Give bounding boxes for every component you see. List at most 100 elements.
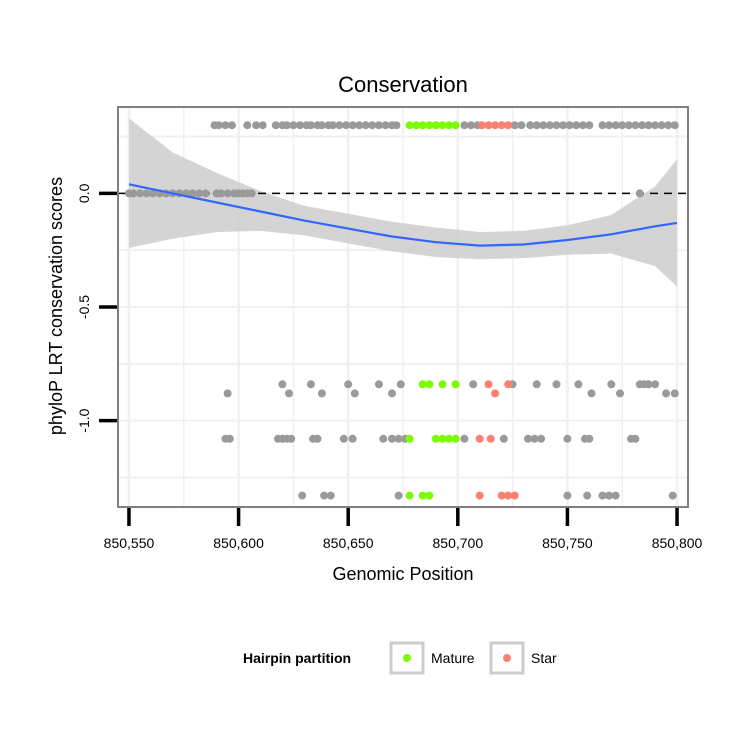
x-axis: 850,550 850,600 850,650 850,700 850,750 850,8… <box>104 508 703 551</box>
point-other <box>510 121 519 130</box>
point-other <box>350 389 359 398</box>
point-other <box>460 434 469 443</box>
point-other <box>252 121 261 130</box>
point-other <box>598 121 607 130</box>
point-other <box>344 380 353 389</box>
x-axis-title: Genomic Position <box>332 564 473 584</box>
point-other <box>217 189 225 198</box>
point-other <box>317 389 326 398</box>
point-other <box>129 189 138 198</box>
points-layer <box>125 121 679 500</box>
point-other <box>657 121 666 130</box>
point-other <box>392 121 401 130</box>
point-mature <box>425 380 434 389</box>
point-other <box>644 380 653 389</box>
point-other <box>201 189 210 198</box>
point-other <box>223 389 232 398</box>
panel-border <box>117 106 689 508</box>
point-other <box>670 389 679 398</box>
point-other <box>638 121 646 130</box>
point-other <box>598 491 607 500</box>
x-tick-label: 850,550 <box>104 535 155 551</box>
point-other <box>388 434 396 443</box>
point-other <box>298 491 307 500</box>
point-star <box>504 380 513 389</box>
point-star <box>497 121 506 130</box>
legend-title: Hairpin partition <box>243 650 351 666</box>
point-other <box>499 434 508 443</box>
point-other <box>223 189 232 198</box>
x-tick-label: 850,700 <box>433 535 484 551</box>
point-mature <box>418 121 427 130</box>
point-other <box>221 121 230 130</box>
point-other <box>631 121 640 130</box>
point-other <box>552 121 561 130</box>
point-other <box>348 434 357 443</box>
point-other <box>532 380 541 389</box>
point-other <box>195 189 204 198</box>
point-other <box>247 189 256 198</box>
point-other <box>662 389 671 398</box>
point-other <box>396 380 405 389</box>
point-star <box>504 121 513 130</box>
point-star <box>491 389 500 398</box>
point-other <box>306 380 315 389</box>
point-mature <box>451 380 460 389</box>
point-other <box>605 491 614 500</box>
point-other <box>188 189 197 198</box>
point-star <box>491 121 500 130</box>
point-other <box>578 121 587 130</box>
point-other <box>271 121 280 130</box>
point-other <box>289 121 298 130</box>
point-other <box>339 434 348 443</box>
point-other <box>537 434 546 443</box>
point-star <box>477 121 486 130</box>
point-other <box>282 121 291 130</box>
point-other <box>585 434 594 443</box>
point-other <box>635 189 644 198</box>
point-other <box>306 121 315 130</box>
point-other <box>616 389 624 398</box>
x-tick-label: 850,750 <box>542 535 593 551</box>
point-star <box>475 491 484 500</box>
point-mature <box>405 491 414 500</box>
point-other <box>585 121 594 130</box>
point-star <box>484 380 493 389</box>
x-tick-label: 850,800 <box>652 535 703 551</box>
point-other <box>559 121 567 130</box>
point-other <box>225 434 234 443</box>
smooth-fit-line <box>128 183 678 247</box>
confidence-ribbon-layer <box>129 118 677 287</box>
point-other <box>607 380 616 389</box>
point-star <box>486 434 495 443</box>
point-other <box>317 121 326 130</box>
point-other <box>532 121 541 130</box>
point-other <box>565 121 574 130</box>
y-axis: 0.0 -0.5 -1.0 <box>76 183 117 433</box>
point-other <box>149 189 158 198</box>
point-mature <box>425 491 434 500</box>
point-other <box>526 121 535 130</box>
x-tick-label: 850,600 <box>213 535 264 551</box>
point-other <box>539 121 548 130</box>
y-tick-label: -1.0 <box>76 408 92 432</box>
legend-swatch-star <box>503 654 511 662</box>
point-mature <box>451 121 460 130</box>
point-mature <box>451 434 460 443</box>
point-other <box>552 380 561 389</box>
confidence-ribbon <box>129 118 677 287</box>
point-star <box>484 121 493 130</box>
point-mature <box>431 434 440 443</box>
point-other <box>335 121 344 130</box>
point-mature <box>438 380 447 389</box>
point-other <box>563 434 572 443</box>
point-other <box>605 121 614 130</box>
point-mature <box>412 121 421 130</box>
point-other <box>572 121 581 130</box>
point-other <box>355 121 364 130</box>
point-other <box>460 121 469 130</box>
point-mature <box>405 121 414 130</box>
point-other <box>664 121 673 130</box>
point-other <box>651 380 660 389</box>
